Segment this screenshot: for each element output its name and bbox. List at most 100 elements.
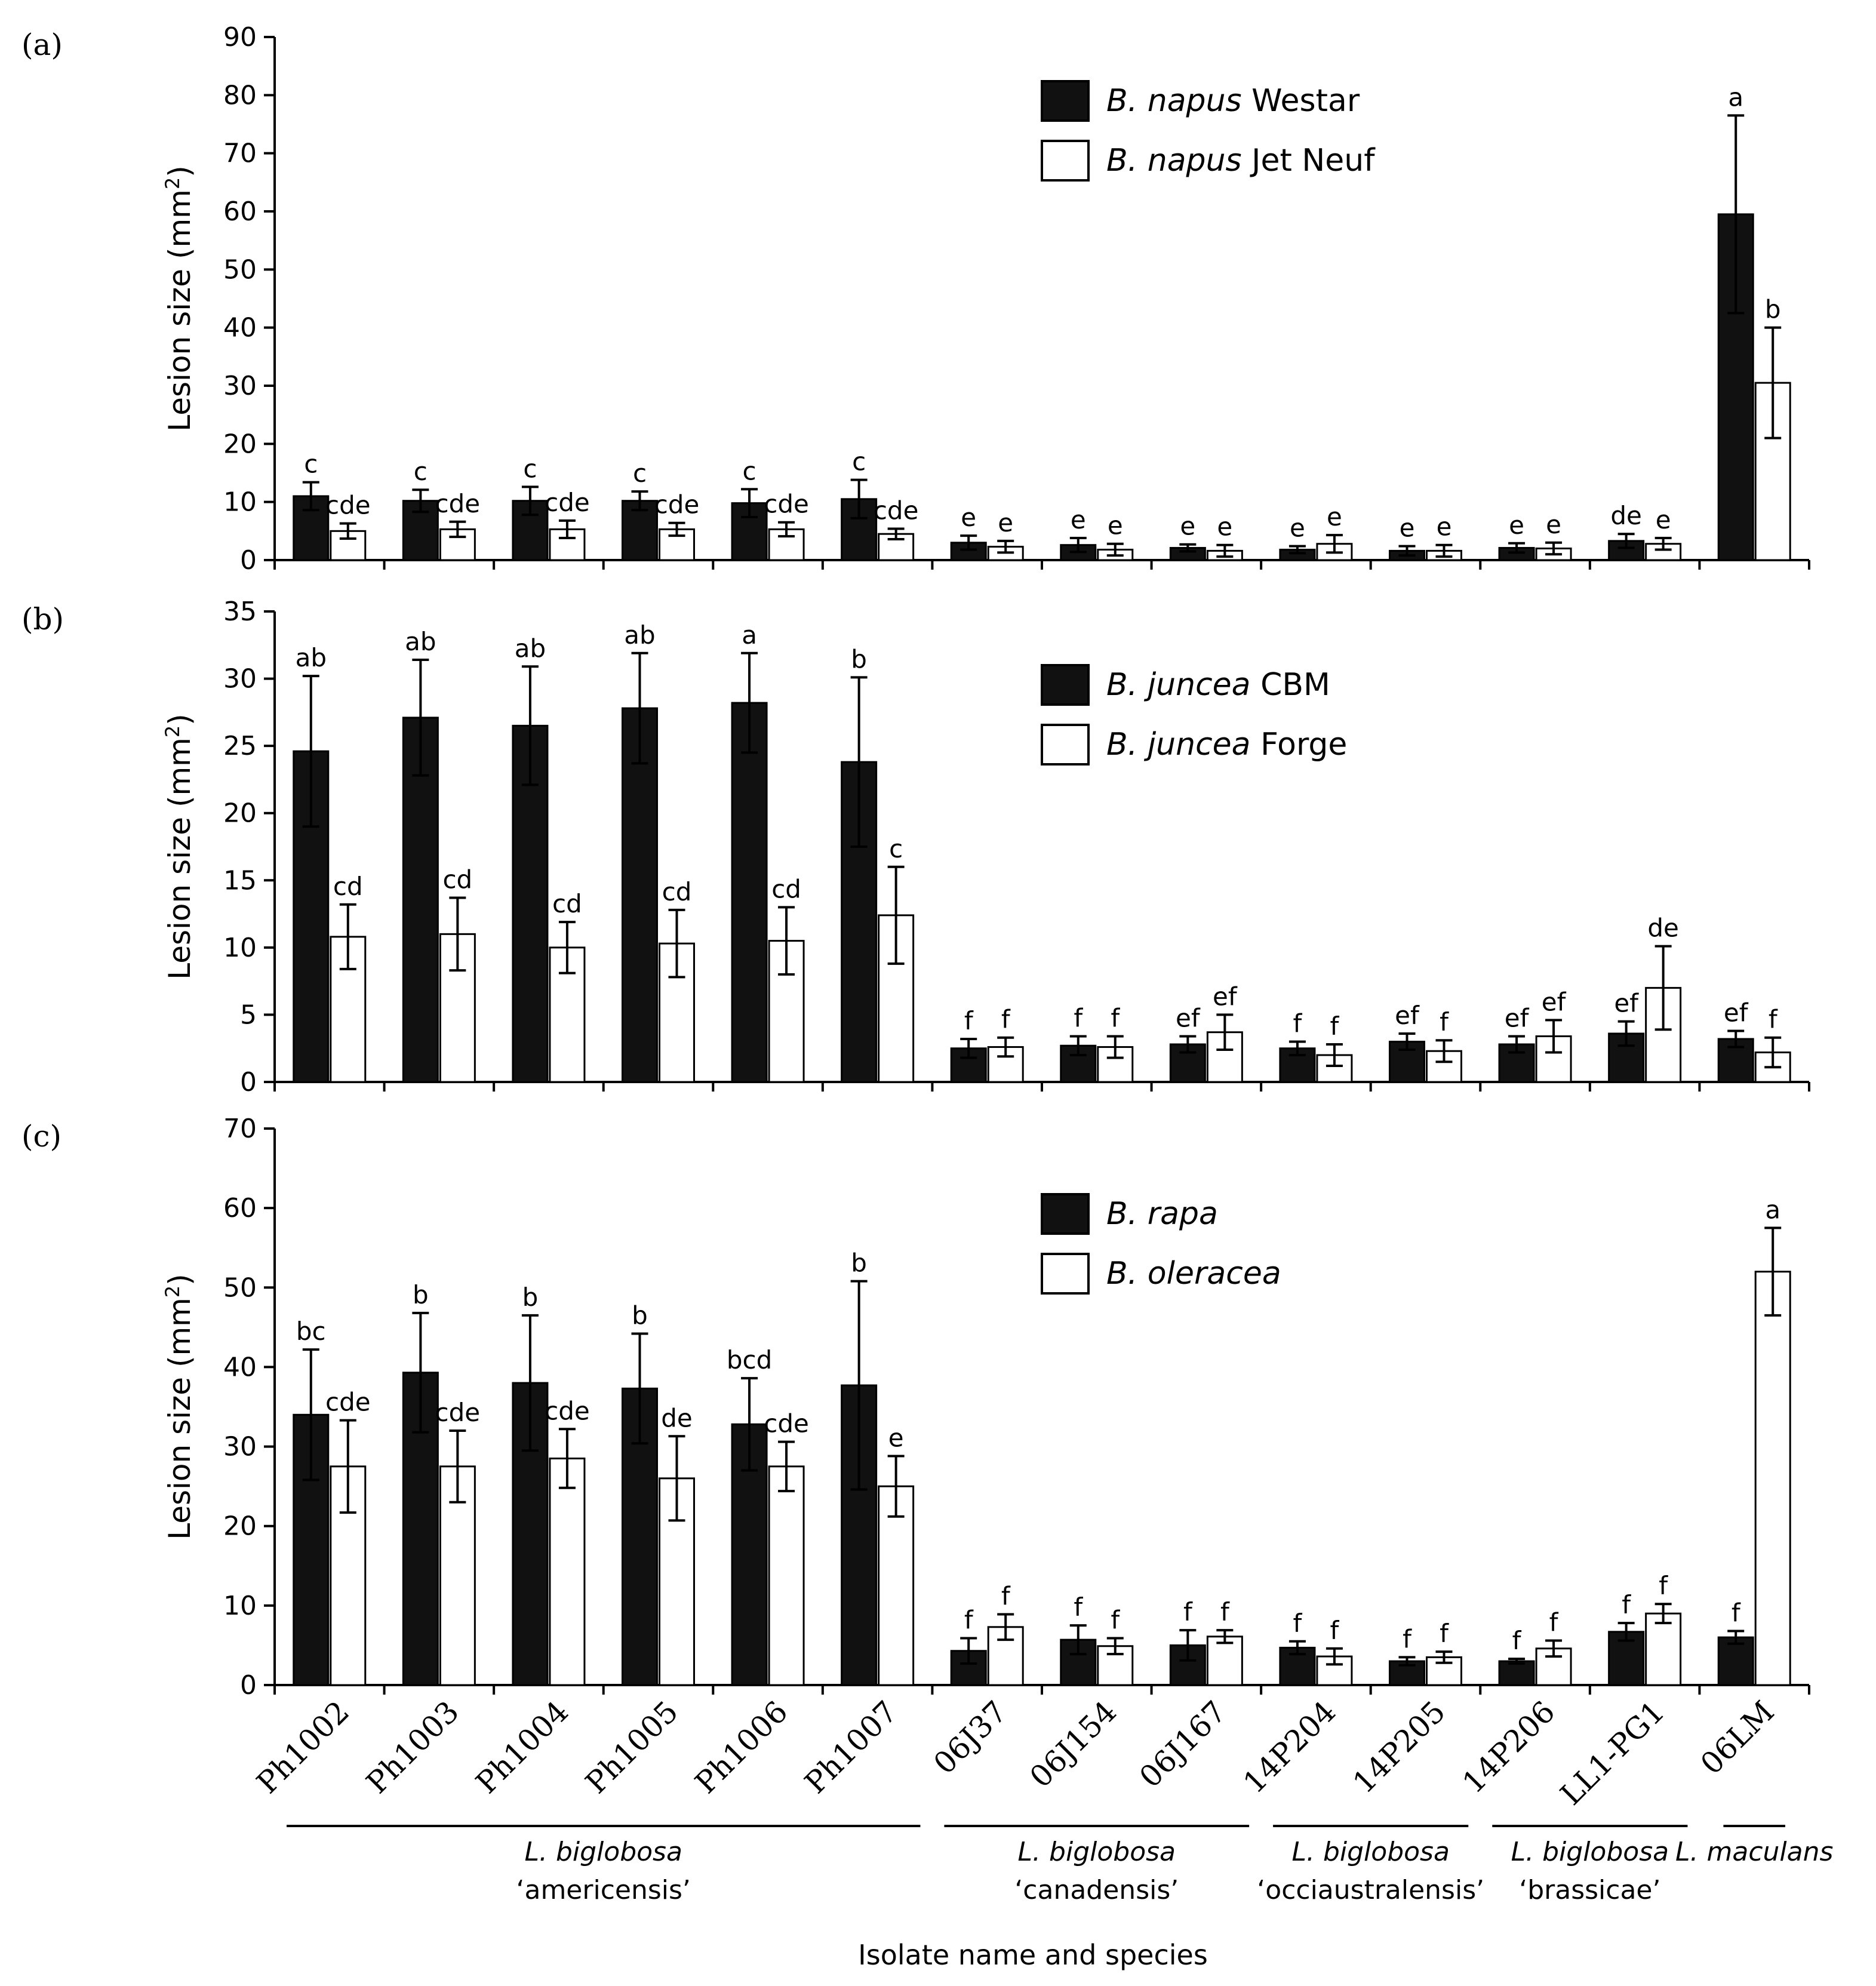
- panel-c: (c) 0 10 20 30 40 50 60 70 Lesion size (mm2) bc b b b…: [21, 1114, 1810, 1701]
- x-axis-title: Isolate name and species: [858, 1939, 1208, 1971]
- bar-light-LL1-PG1: [1645, 1612, 1682, 1686]
- significance-label: f: [1512, 1626, 1522, 1655]
- y-tick-label: 60: [223, 1193, 257, 1223]
- y-tick-label: 30: [223, 371, 257, 401]
- x-category-label: 06J167: [1133, 1694, 1233, 1794]
- significance-label: e: [1400, 514, 1415, 543]
- significance-label: f: [1183, 1597, 1193, 1627]
- legend-swatch: [1041, 724, 1090, 765]
- x-category-label: Ph1007: [798, 1694, 905, 1800]
- bar-light-06J154: [1097, 1645, 1134, 1686]
- y-tick-label: 40: [223, 313, 257, 343]
- x-category-label: Ph1003: [359, 1694, 466, 1800]
- significance-label: e: [998, 508, 1013, 537]
- significance-label: bcd: [727, 1345, 772, 1375]
- significance-label: f: [1111, 1605, 1120, 1634]
- y-tick-label: 40: [223, 1352, 257, 1382]
- significance-label: f: [1622, 1590, 1631, 1619]
- y-tick-label: 50: [223, 254, 257, 285]
- significance-label: a: [1765, 1195, 1780, 1224]
- significance-label: f: [1549, 1607, 1559, 1637]
- group-subclade-name: ‘canadensis’: [1014, 1875, 1179, 1905]
- significance-label: cde: [654, 490, 700, 519]
- legend-entry: B. napus Westar: [1106, 83, 1360, 119]
- legend-swatch: [1041, 80, 1090, 122]
- panel-label: (a): [21, 27, 63, 62]
- y-tick-label: 10: [223, 933, 257, 963]
- bar-light-Ph1007: [878, 914, 915, 1083]
- y-tick-label: 30: [223, 1432, 257, 1462]
- y-tick-label: 10: [223, 487, 257, 518]
- significance-label: ef: [1724, 998, 1749, 1027]
- group-species-name: L. biglobosa: [1018, 1837, 1176, 1867]
- y-tick-label: 0: [240, 545, 257, 576]
- significance-label: ab: [296, 643, 327, 672]
- significance-label: f: [1293, 1609, 1303, 1638]
- significance-label: b: [851, 644, 867, 674]
- group-species-name: L. biglobosa: [1511, 1837, 1669, 1867]
- significance-label: c: [304, 450, 318, 479]
- significance-label: cde: [545, 488, 590, 517]
- x-category-label: Ph1006: [688, 1694, 795, 1800]
- y-tick-label: 50: [223, 1272, 257, 1303]
- y-tick-label: 35: [223, 597, 257, 627]
- significance-label: cde: [435, 489, 481, 518]
- bar-light-06LM: [1754, 1271, 1791, 1686]
- x-category-label: 14P205: [1346, 1694, 1452, 1800]
- significance-label: f: [1330, 1012, 1340, 1041]
- legend-entry: B. oleracea: [1106, 1256, 1281, 1292]
- group-species-name: L. maculans: [1675, 1837, 1833, 1867]
- significance-label: b: [413, 1280, 429, 1309]
- significance-label: ef: [1213, 982, 1238, 1011]
- legend-swatch: [1041, 1253, 1090, 1295]
- y-tick-label: 30: [223, 664, 257, 694]
- significance-label: f: [964, 1006, 974, 1035]
- significance-label: a: [742, 620, 757, 650]
- significance-label: e: [1509, 511, 1524, 540]
- bar-dark-06J37: [950, 1650, 987, 1686]
- significance-label: e: [961, 503, 976, 532]
- significance-label: e: [1108, 511, 1123, 540]
- significance-label: de: [1647, 914, 1679, 943]
- significance-label: a: [1728, 82, 1743, 112]
- significance-label: cde: [764, 1409, 809, 1438]
- significance-label: e: [1327, 502, 1342, 531]
- significance-label: b: [522, 1283, 539, 1312]
- x-category-labels: Ph1002 Ph1003 Ph1004 Ph1005 Ph1006 Ph1007 06J3…: [250, 1694, 1781, 1812]
- y-tick-label: 25: [223, 731, 257, 761]
- significance-label: de: [661, 1403, 693, 1432]
- significance-label: e: [888, 1424, 904, 1453]
- legend-swatch: [1041, 664, 1090, 706]
- significance-label: b: [851, 1249, 867, 1278]
- y-tick-label: 20: [223, 798, 257, 829]
- panel-label: (c): [21, 1119, 61, 1154]
- significance-label: f: [1440, 1007, 1449, 1037]
- significance-label: cde: [325, 1388, 371, 1417]
- significance-label: c: [523, 454, 537, 483]
- significance-label: f: [1001, 1582, 1011, 1611]
- y-tick-label: 70: [223, 139, 257, 169]
- y-axis-label: Lesion size (mm2): [161, 714, 197, 980]
- y-tick-label: 10: [223, 1591, 257, 1621]
- bar-light-14P205: [1426, 1050, 1462, 1083]
- bar-dark-06LM: [1717, 1636, 1754, 1686]
- significance-label: f: [1293, 1009, 1303, 1038]
- significance-label: f: [1732, 1598, 1741, 1627]
- significance-label: f: [1220, 1597, 1230, 1627]
- significance-label: c: [852, 447, 866, 476]
- significance-label: f: [1440, 1619, 1449, 1648]
- x-category-label: Ph1004: [469, 1694, 576, 1800]
- significance-label: f: [1769, 1005, 1778, 1034]
- significance-label: e: [1071, 505, 1086, 534]
- y-tick-label: 15: [223, 865, 257, 896]
- y-tick-label: 5: [240, 1000, 257, 1030]
- y-tick-label: 60: [223, 196, 257, 227]
- significance-label: cde: [874, 496, 919, 525]
- significance-label: ab: [624, 620, 655, 650]
- species-group-labels: L. biglobosa ‘americensis’ L. biglobosa ‘ca…: [287, 1825, 1833, 1905]
- significance-label: f: [1074, 1593, 1083, 1622]
- significance-label: e: [1180, 512, 1195, 541]
- significance-label: e: [1546, 510, 1561, 539]
